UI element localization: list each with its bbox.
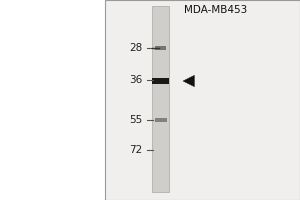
FancyBboxPatch shape (105, 0, 300, 200)
FancyBboxPatch shape (152, 78, 169, 84)
Text: 55: 55 (129, 115, 142, 125)
Text: 72: 72 (129, 145, 142, 155)
Polygon shape (183, 75, 194, 87)
Text: MDA-MB453: MDA-MB453 (184, 5, 248, 15)
FancyBboxPatch shape (154, 118, 166, 122)
Text: 28: 28 (129, 43, 142, 53)
Text: 36: 36 (129, 75, 142, 85)
FancyBboxPatch shape (155, 46, 166, 50)
FancyBboxPatch shape (152, 6, 169, 192)
